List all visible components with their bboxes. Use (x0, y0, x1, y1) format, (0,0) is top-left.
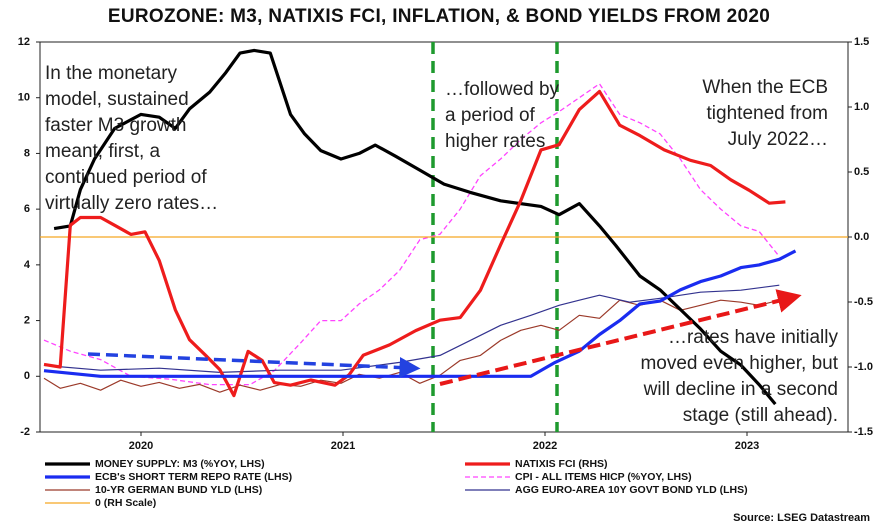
legend-label: ECB's SHORT TERM REPO RATE (LHS) (95, 471, 292, 483)
series-line (43, 249, 797, 378)
y2-tick-label: 0.0 (854, 231, 869, 243)
x-tick-label: 2022 (533, 440, 557, 452)
legend-label: CPI - ALL ITEMS HICP (%YOY, LHS) (515, 471, 692, 483)
y2-tick-label: -1.5 (854, 426, 873, 438)
annotation: When the ECB (702, 77, 828, 98)
annotation: moved even higher, but (640, 353, 838, 374)
annotation: July 2022… (728, 129, 828, 150)
legend-label: MONEY SUPPLY: M3 (%YOY, LHS) (95, 458, 265, 470)
y-tick-label: -2 (20, 426, 30, 438)
annotation: model, sustained (45, 89, 189, 110)
legend-label: 0 (RH Scale) (95, 497, 156, 509)
annotation: virtually zero rates… (45, 193, 218, 214)
arrow (439, 289, 802, 386)
annotation: higher rates (445, 131, 545, 152)
y2-tick-label: 0.5 (854, 166, 869, 178)
y2-tick-label: -0.5 (854, 296, 873, 308)
series-line (43, 89, 786, 398)
annotation: In the monetary (45, 63, 178, 84)
annotation: a period of (445, 105, 536, 126)
y2-tick-label: 1.5 (854, 36, 869, 48)
annotation: faster M3 growth (45, 115, 187, 136)
legend-label: NATIXIS FCI (RHS) (515, 458, 608, 470)
y-tick-label: 8 (24, 147, 30, 159)
annotation: tightened from (707, 103, 828, 124)
x-tick-label: 2020 (129, 440, 153, 452)
y-tick-label: 4 (24, 259, 31, 271)
y-tick-label: 10 (18, 92, 30, 104)
x-tick-label: 2021 (331, 440, 355, 452)
series-line (43, 83, 780, 386)
annotation: meant, first, a (45, 141, 161, 162)
annotation: stage (still ahead). (683, 405, 838, 426)
x-tick-label: 2023 (735, 440, 759, 452)
annotation: will decline in a second (643, 379, 838, 400)
annotation: …followed by (445, 79, 560, 100)
y-tick-label: 0 (24, 370, 30, 382)
legend-label: AGG EURO-AREA 10Y GOVT BOND YLD (LHS) (515, 484, 748, 496)
y-tick-label: 2 (24, 314, 30, 326)
y-tick-label: 6 (24, 203, 30, 215)
y2-tick-label: 1.0 (854, 101, 869, 113)
annotation: continued period of (45, 167, 207, 188)
y-tick-label: 12 (18, 36, 30, 48)
annotation: …rates have initially (668, 327, 839, 348)
series-line (53, 48, 777, 406)
source: Source: LSEG Datastream (733, 512, 870, 524)
legend-label: 10-YR GERMAN BUND YLD (LHS) (95, 484, 262, 496)
y2-tick-label: -1.0 (854, 361, 873, 373)
chart-title: EUROZONE: M3, NATIXIS FCI, INFLATION, & … (108, 6, 770, 27)
